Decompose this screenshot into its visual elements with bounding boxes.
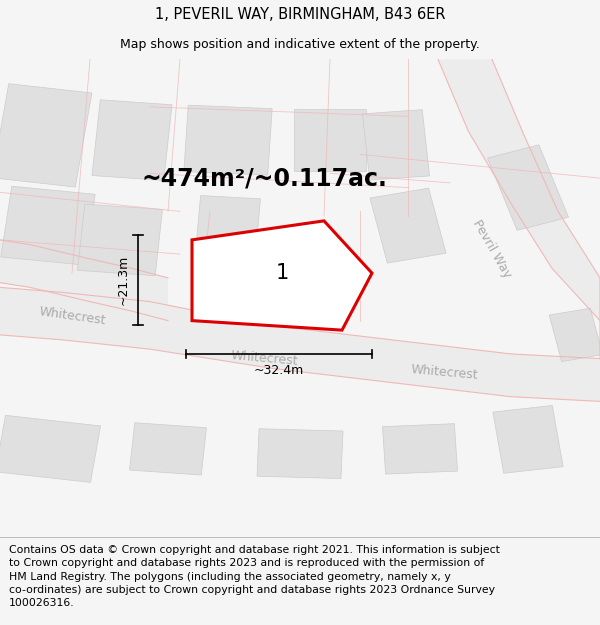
Polygon shape	[92, 100, 172, 181]
Polygon shape	[130, 422, 206, 475]
Polygon shape	[77, 204, 163, 276]
Polygon shape	[0, 416, 101, 482]
Polygon shape	[487, 145, 569, 231]
Polygon shape	[438, 59, 600, 359]
Polygon shape	[0, 84, 92, 187]
Polygon shape	[1, 186, 95, 265]
Text: Map shows position and indicative extent of the property.: Map shows position and indicative extent…	[120, 38, 480, 51]
Polygon shape	[362, 109, 430, 180]
Polygon shape	[257, 429, 343, 479]
Text: 1, PEVERIL WAY, BIRMINGHAM, B43 6ER: 1, PEVERIL WAY, BIRMINGHAM, B43 6ER	[155, 8, 445, 22]
Text: Whitecrest: Whitecrest	[410, 364, 478, 382]
Polygon shape	[0, 288, 600, 401]
Polygon shape	[0, 240, 168, 321]
Polygon shape	[192, 221, 372, 330]
Text: ~474m²/~0.117ac.: ~474m²/~0.117ac.	[141, 166, 387, 190]
Polygon shape	[370, 188, 446, 263]
Text: Contains OS data © Crown copyright and database right 2021. This information is : Contains OS data © Crown copyright and d…	[9, 545, 500, 608]
Text: ~21.3m: ~21.3m	[116, 255, 130, 306]
Text: 1: 1	[275, 263, 289, 283]
Polygon shape	[382, 424, 458, 474]
Polygon shape	[196, 196, 260, 256]
Text: Pevril Way: Pevril Way	[470, 218, 514, 281]
Text: Whitecrest: Whitecrest	[38, 305, 106, 327]
Text: ~32.4m: ~32.4m	[254, 364, 304, 377]
Polygon shape	[294, 109, 366, 171]
Polygon shape	[184, 105, 272, 175]
Text: Whitecrest: Whitecrest	[230, 349, 298, 368]
Polygon shape	[549, 308, 600, 362]
Polygon shape	[493, 406, 563, 473]
